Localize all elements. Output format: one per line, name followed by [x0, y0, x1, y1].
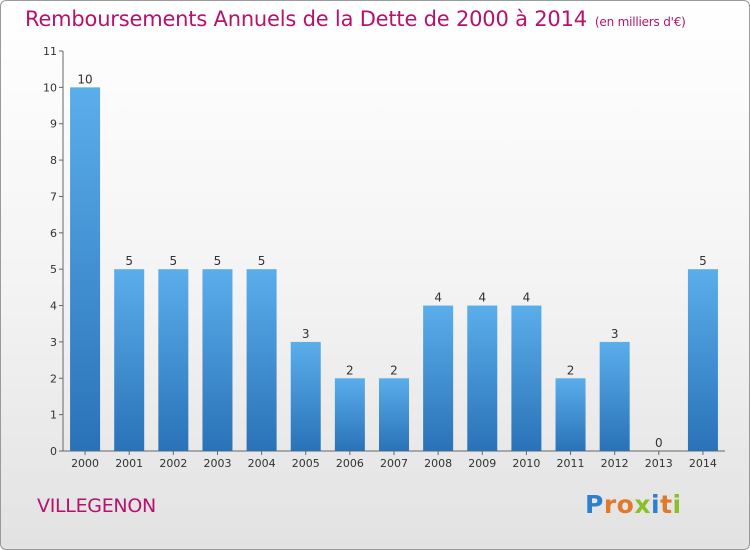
x-tick-label: 2013 — [645, 457, 673, 470]
chart-unit: (en milliers d'€) — [594, 15, 686, 29]
bar-value-label: 5 — [214, 254, 222, 268]
x-tick-label: 2004 — [248, 457, 276, 470]
bar-value-label: 4 — [434, 291, 442, 305]
bar-value-label: 2 — [567, 363, 575, 377]
bar — [114, 269, 145, 451]
bar — [334, 378, 365, 451]
logo-letter: o — [616, 490, 635, 519]
bar — [70, 87, 101, 451]
bar — [379, 378, 409, 451]
y-tick-label: 5 — [50, 263, 57, 276]
x-tick-label: 2001 — [115, 457, 143, 470]
bar-value-label: 2 — [390, 363, 398, 377]
logo-letter: r — [603, 490, 617, 519]
y-tick-label: 3 — [50, 336, 57, 349]
bar-value-label: 0 — [655, 436, 663, 450]
logo-letter: i — [651, 490, 661, 519]
x-tick-label: 2014 — [689, 457, 717, 470]
y-tick-label: 6 — [50, 227, 57, 240]
x-tick-label: 2008 — [424, 457, 452, 470]
x-tick-label: 2007 — [380, 457, 408, 470]
bar-value-label: 5 — [699, 254, 707, 268]
bar — [423, 305, 454, 451]
x-tick-label: 2012 — [601, 457, 629, 470]
bar-value-label: 10 — [77, 72, 92, 86]
bar-value-label: 5 — [170, 254, 178, 268]
bar — [511, 305, 542, 451]
bar-value-label: 3 — [611, 327, 619, 341]
x-tick-label: 2006 — [336, 457, 364, 470]
x-tick-label: 2011 — [557, 457, 585, 470]
logo-letter: x — [634, 490, 651, 519]
x-tick-label: 2002 — [159, 457, 187, 470]
bar — [467, 305, 498, 451]
y-tick-label: 0 — [50, 445, 57, 458]
x-tick-label: 2003 — [203, 457, 231, 470]
x-tick-label: 2009 — [468, 457, 496, 470]
bar-value-label: 4 — [523, 291, 531, 305]
bar — [158, 269, 189, 451]
bar — [687, 269, 718, 451]
x-tick-label: 2010 — [512, 457, 540, 470]
proxiti-logo: Proxiti — [585, 490, 682, 519]
y-tick-label: 10 — [43, 81, 57, 94]
x-tick-label: 2005 — [292, 457, 320, 470]
y-tick-label: 4 — [50, 300, 57, 313]
bar-value-label: 4 — [478, 291, 486, 305]
bar — [202, 269, 233, 451]
y-tick-label: 7 — [50, 190, 57, 203]
bar — [246, 269, 277, 451]
bar-value-label: 5 — [125, 254, 133, 268]
bar — [290, 341, 321, 451]
x-tick-label: 2000 — [71, 457, 99, 470]
bar — [599, 341, 630, 451]
bar — [555, 378, 586, 451]
y-tick-label: 9 — [50, 118, 57, 131]
chart-title: Remboursements Annuels de la Dette de 20… — [25, 7, 686, 31]
bar-value-label: 3 — [302, 327, 310, 341]
logo-letter: t — [660, 490, 673, 519]
bar-value-label: 5 — [258, 254, 266, 268]
y-tick-label: 8 — [50, 154, 57, 167]
logo-letter: i — [672, 490, 682, 519]
logo-letter: P — [585, 490, 604, 519]
y-tick-label: 11 — [43, 45, 57, 58]
y-tick-label: 2 — [50, 372, 57, 385]
chart-title-text: Remboursements Annuels de la Dette de 20… — [25, 7, 587, 31]
bar-value-label: 2 — [346, 363, 354, 377]
y-tick-label: 1 — [50, 409, 57, 422]
city-name: VILLEGENON — [37, 495, 156, 517]
